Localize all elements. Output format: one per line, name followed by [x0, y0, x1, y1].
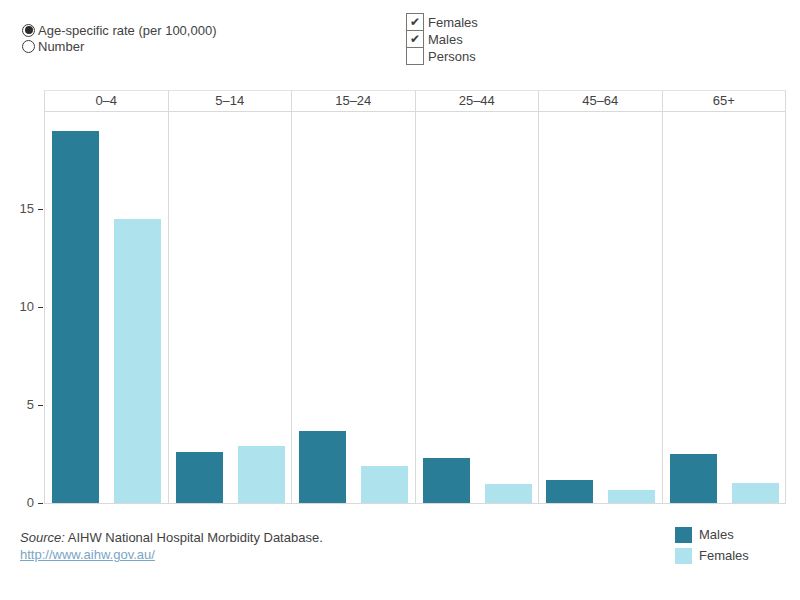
y-tick-label: 10	[0, 299, 34, 315]
y-tick-mark	[38, 503, 43, 504]
column-headers: 0–45–1415–2425–4445–6465+	[44, 90, 786, 111]
measure-radio-group: Age-specific rate (per 100,000)Number	[22, 22, 216, 54]
column-header-5: 45–64	[539, 91, 663, 111]
plot-column-6	[663, 112, 786, 503]
plot-column-5	[539, 112, 663, 503]
checkbox-option-females[interactable]: ✔ Females	[406, 13, 478, 31]
bar-chart: 0–45–1415–2425–4445–6465+	[44, 90, 786, 504]
radio-label: Age-specific rate (per 100,000)	[38, 23, 216, 38]
bar-females[interactable]	[485, 484, 532, 503]
legend-swatch-females	[675, 548, 692, 564]
bar-females[interactable]	[114, 219, 161, 503]
checkbox-option-males[interactable]: ✔ Males	[406, 31, 478, 48]
bar-males[interactable]	[546, 480, 593, 504]
legend-swatch-males	[675, 527, 692, 543]
y-tick-label: 5	[0, 397, 34, 413]
bar-females[interactable]	[608, 490, 655, 503]
legend-item-males[interactable]: Males	[675, 524, 749, 545]
series-filter-group: ✔ Females ✔ Males Persons	[406, 13, 478, 65]
plot-column-4	[416, 112, 540, 503]
y-tick-label: 15	[0, 201, 34, 217]
plot-area	[44, 111, 786, 504]
plot-column-1	[45, 112, 169, 503]
legend: Males Females	[675, 524, 749, 566]
bar-females[interactable]	[732, 483, 779, 503]
checkbox-label: Females	[428, 15, 478, 30]
tableau-dashboard: Age-specific rate (per 100,000)Number ✔ F…	[0, 0, 800, 600]
plot-column-3	[292, 112, 416, 503]
legend-label: Males	[699, 527, 734, 542]
column-header-1: 0–4	[45, 91, 169, 111]
source-line: Source: AIHW National Hospital Morbidity…	[20, 530, 323, 545]
column-header-6: 65+	[663, 91, 786, 111]
radio-option-number[interactable]: Number	[22, 38, 216, 54]
bar-males[interactable]	[670, 454, 717, 503]
checkbox-unchecked-icon[interactable]	[406, 47, 424, 65]
y-tick-mark	[38, 307, 43, 308]
bar-males[interactable]	[52, 131, 99, 503]
y-tick-mark	[38, 209, 43, 210]
radio-dot	[25, 26, 33, 34]
y-tick-label: 0	[0, 495, 34, 511]
radio-unselected-icon	[22, 40, 35, 53]
checkbox-checked-icon[interactable]: ✔	[406, 13, 424, 31]
column-header-3: 15–24	[292, 91, 416, 111]
bar-males[interactable]	[423, 458, 470, 503]
column-header-2: 5–14	[169, 91, 293, 111]
bar-males[interactable]	[299, 431, 346, 504]
plot-column-2	[169, 112, 293, 503]
checkbox-checked-icon[interactable]: ✔	[406, 30, 424, 48]
y-tick-mark	[38, 405, 43, 406]
radio-label: Number	[38, 39, 84, 54]
radio-selected-icon	[22, 24, 35, 37]
legend-item-females[interactable]: Females	[675, 545, 749, 566]
source-link[interactable]: http://www.aihw.gov.au/	[20, 547, 155, 562]
bar-females[interactable]	[361, 466, 408, 503]
column-header-4: 25–44	[416, 91, 540, 111]
checkbox-option-persons[interactable]: Persons	[406, 48, 478, 65]
source-text: AIHW National Hospital Morbidity Databas…	[65, 530, 323, 545]
radio-option-rate[interactable]: Age-specific rate (per 100,000)	[22, 22, 216, 38]
checkbox-label: Persons	[428, 49, 476, 64]
bar-females[interactable]	[238, 446, 285, 503]
source-note: Source: AIHW National Hospital Morbidity…	[20, 530, 323, 562]
source-label: Source:	[20, 530, 65, 545]
legend-label: Females	[699, 548, 749, 563]
checkbox-label: Males	[428, 32, 463, 47]
bar-males[interactable]	[176, 452, 223, 503]
